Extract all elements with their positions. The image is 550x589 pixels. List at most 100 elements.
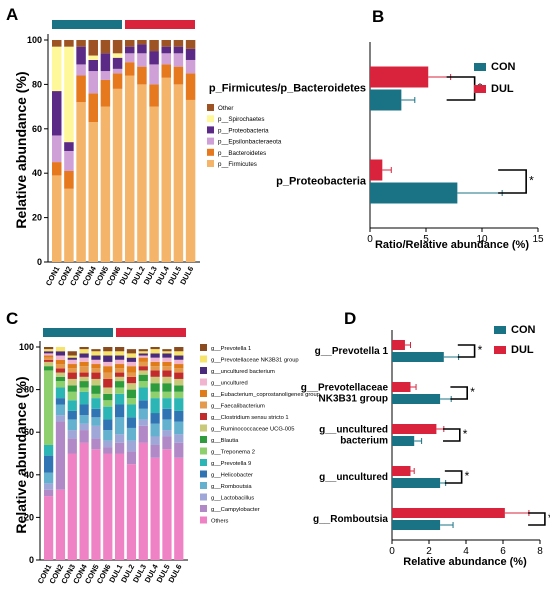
panel-c-group-label-con: CON xyxy=(68,318,88,328)
bar-segment-p-proteobacteria-dul5 xyxy=(173,46,184,54)
legend-swatch-g-clostridium-sensu-stricto-1 xyxy=(200,413,207,420)
bar-segment-g-faecalibacterium-dul2 xyxy=(126,372,137,377)
bar-segment-g-prevotella-9-con1 xyxy=(44,444,54,456)
bar-segment-other-dul1 xyxy=(125,40,135,47)
bar-segment-p-bacteroidetes-con6 xyxy=(112,73,123,89)
significance-star-g-romboutsia: * xyxy=(548,511,550,525)
bar-dul-p-proteobacteria xyxy=(370,159,383,181)
significance-bracket-g-romboutsia xyxy=(528,512,546,526)
significance-star-p-proteobacteria: * xyxy=(529,174,534,188)
bar-segment-g-ruminococcaceae-ucg-005-con3 xyxy=(67,378,77,386)
bar-dul-p-firmicutes-p-bacteroidetes xyxy=(370,66,429,88)
bar-con-g-uncultured-bacterium xyxy=(392,436,415,446)
x-tick-label: 15 xyxy=(532,234,544,245)
bar-segment-g-eubacterium-coprostanoligenes-group-con5 xyxy=(91,364,101,369)
bar-segment-g-uncultured-bacterium-con3 xyxy=(67,357,77,360)
bar-segment-g-uncultured-bacterium-dul1 xyxy=(115,355,125,360)
significance-bracket-g-prevotella-1 xyxy=(457,344,476,358)
bar-segment-p-bacteroidetes-dul6 xyxy=(185,73,196,100)
bar-segment-g-campylobacter-dul5 xyxy=(162,436,172,450)
bar-segment-g-uncultured-bacterium-dul5 xyxy=(162,353,172,358)
legend-swatch-g-campylobacter xyxy=(200,505,207,512)
bar-segment-other-dul5 xyxy=(173,40,184,47)
bar-segment-g-ruminococcaceae-ucg-005-dul4 xyxy=(150,376,160,384)
bar-segment-g-lactobacillus-con4 xyxy=(79,423,89,431)
bar-segment-g-romboutsia-dul4 xyxy=(150,423,160,437)
bar-segment-g-helicobacter-con2 xyxy=(55,398,66,405)
bar-segment-others-dul6 xyxy=(174,457,184,560)
bar-segment-g-blautia-con5 xyxy=(91,385,101,394)
legend-swatch-g-lactobacillus xyxy=(200,493,207,501)
bar-segment-g-uncultured-dul2 xyxy=(126,361,137,367)
bar-segment-g-treponema-2-dul6 xyxy=(174,391,184,399)
panel-a-chart: 020406080100CON1CON2CON3CON4CON5CON6DUL1… xyxy=(27,34,282,287)
bar-segment-g-helicobacter-dul6 xyxy=(174,410,184,422)
bar-segment-p-bacteroidetes-con1 xyxy=(52,162,62,176)
bar-segment-g-prevotella-9-con5 xyxy=(91,398,101,409)
bar-segment-others-con6 xyxy=(103,453,113,560)
bar-segment-g-uncultured-bacterium-con4 xyxy=(79,353,89,358)
significance-bracket-g-prevotellaceae-nk3b31-group xyxy=(450,386,468,400)
category-label-g-prevotella-1: g__Prevotella 1 xyxy=(315,346,389,357)
bar-segment-g-prevotella-1-con4 xyxy=(79,347,89,350)
y-tick-label: 80 xyxy=(24,385,34,395)
bar-segment-others-dul5 xyxy=(162,449,172,560)
bar-segment-g-faecalibacterium-con6 xyxy=(103,372,113,379)
bar-segment-g-clostridium-sensu-stricto-1-con4 xyxy=(79,372,89,377)
legend-swatch-g-helicobacter xyxy=(200,470,207,478)
bar-segment-g-prevotella-1-con3 xyxy=(67,351,77,356)
bar-segment-g-prevotellaceae-nk3b31-group-con5 xyxy=(91,351,101,356)
bar-segment-other-dul2 xyxy=(137,40,147,45)
bar-segment-p-proteobacteria-dul3 xyxy=(149,51,159,65)
bar-segment-g-prevotella-9-dul5 xyxy=(162,398,172,409)
bar-segment-others-con4 xyxy=(79,442,89,560)
bar-segment-g-clostridium-sensu-stricto-1-con5 xyxy=(91,372,101,379)
bar-con-g-prevotella-1 xyxy=(392,352,444,362)
bar-segment-p-epsilonbacteraeota-dul3 xyxy=(149,64,159,85)
bar-segment-g-helicobacter-dul3 xyxy=(138,400,148,409)
bar-segment-p-bacteroidetes-dul1 xyxy=(125,62,135,76)
y-tick-label: 20 xyxy=(32,213,42,223)
bar-segment-g-prevotellaceae-nk3b31-group-dul4 xyxy=(150,349,160,354)
legend-swatch-g-uncultured xyxy=(200,378,207,386)
bar-segment-g-prevotella-9-con6 xyxy=(103,406,113,420)
category-label-p-firmicutes-p-bacteroidetes: p_Firmicutes/p_Bacteroidetes xyxy=(209,83,366,95)
bar-segment-g-treponema-2-dul1 xyxy=(115,387,125,394)
bar-segment-p-firmicutes-dul1 xyxy=(125,75,135,263)
bar-segment-others-dul1 xyxy=(115,453,125,560)
legend-swatch-g-eubacterium-coprostanoligenes-group xyxy=(200,390,207,397)
bar-segment-g-prevotella-9-con2 xyxy=(55,387,66,399)
bar-segment-g-campylobacter-dul6 xyxy=(174,442,184,458)
bar-segment-p-epsilonbacteraeota-con2 xyxy=(64,151,74,171)
legend-label-dul: DUL xyxy=(511,344,534,356)
bar-segment-g-romboutsia-con3 xyxy=(67,419,77,431)
legend-swatch-p-firmicutes xyxy=(207,160,214,167)
x-tick-label: 0 xyxy=(389,546,395,557)
bar-segment-p-epsilonbacteraeota-con6 xyxy=(112,68,123,74)
bar-segment-other-con3 xyxy=(76,40,86,47)
bar-segment-g-treponema-2-con5 xyxy=(91,393,101,399)
bar-segment-g-treponema-2-con3 xyxy=(67,391,77,401)
category-label-g-prevotellaceae-nk3b31-group: NK3B31 group xyxy=(319,394,388,405)
bar-segment-g-uncultured-bacterium-dul2 xyxy=(126,357,137,362)
bar-segment-p-firmicutes-dul6 xyxy=(185,99,196,262)
bar-segment-g-prevotellaceae-nk3b31-group-con6 xyxy=(103,351,113,356)
bar-segment-g-clostridium-sensu-stricto-1-dul4 xyxy=(150,370,160,377)
bar-segment-g-blautia-dul3 xyxy=(138,374,148,382)
legend-swatch-p-proteobacteria xyxy=(207,126,214,134)
legend-swatch-p-bacteroidetes xyxy=(207,148,214,156)
bar-segment-p-proteobacteria-con1 xyxy=(52,91,62,136)
bar-dul-g-romboutsia xyxy=(392,508,505,518)
bar-segment-g-lactobacillus-con5 xyxy=(91,425,101,439)
bar-segment-p-epsilonbacteraeota-con1 xyxy=(52,135,62,163)
bar-segment-g-eubacterium-coprostanoligenes-group-dul6 xyxy=(174,364,184,369)
y-tick-label: 20 xyxy=(24,512,34,522)
bar-segment-g-prevotella-1-dul3 xyxy=(138,349,148,352)
bar-segment-g-romboutsia-con5 xyxy=(91,417,101,426)
bar-segment-p-firmicutes-con6 xyxy=(112,88,123,262)
bar-segment-p-proteobacteria-con2 xyxy=(64,142,74,151)
bar-segment-g-prevotella-9-dul1 xyxy=(115,393,125,405)
legend-swatch-g-romboutsia xyxy=(200,482,207,489)
bar-segment-p-spirochaetes-con6 xyxy=(112,53,123,58)
bar-segment-g-lactobacillus-dul6 xyxy=(174,434,184,443)
